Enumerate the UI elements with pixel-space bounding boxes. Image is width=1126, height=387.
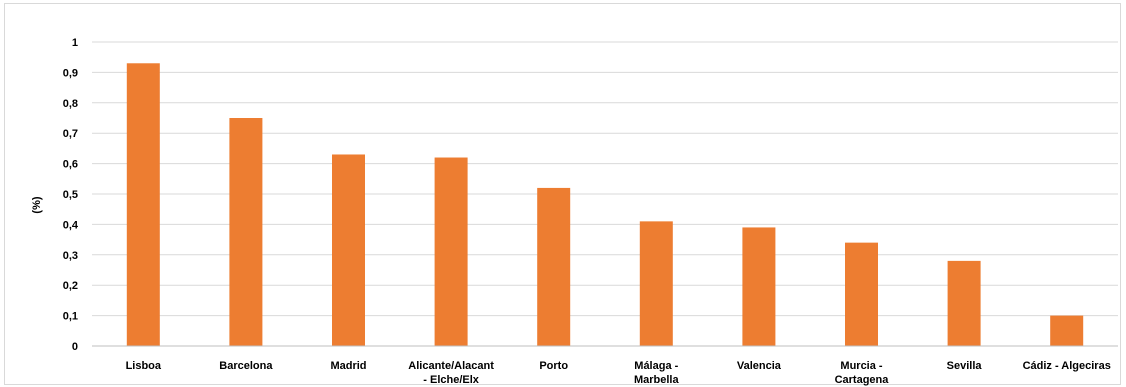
bar [126, 63, 160, 346]
y-axis-tick-labels: 0 0,1 0,2 0,3 0,4 0,5 0,6 0,7 0,8 0,9 1 [63, 37, 79, 353]
y-tick-label: 0,2 [63, 280, 78, 292]
bar [639, 221, 673, 346]
gridlines [92, 41, 1118, 317]
y-tick-label: 0,9 [63, 67, 78, 79]
bar [1050, 315, 1084, 346]
y-tick-label: 0,7 [63, 128, 78, 140]
x-category-label: Sevilla [947, 360, 983, 372]
bar [434, 157, 468, 346]
x-category-label: Madrid [330, 360, 366, 372]
x-category-label: Málaga -Marbella [634, 360, 680, 386]
x-category-label: Porto [539, 360, 568, 372]
y-axis-title: (%) [31, 196, 43, 213]
bar [537, 187, 571, 346]
bar [947, 260, 981, 346]
y-tick-label: 0,4 [63, 219, 79, 231]
bar [742, 227, 776, 346]
y-tick-label: 1 [72, 37, 78, 49]
bars [126, 63, 1084, 346]
bar [845, 242, 878, 346]
y-tick-label: 0,8 [63, 98, 78, 110]
y-tick-label: 0 [72, 341, 78, 353]
bar [229, 118, 263, 346]
x-category-label: Valencia [737, 360, 782, 372]
x-category-label: Murcia -Cartagena [835, 360, 890, 386]
x-category-label: Lisboa [126, 360, 162, 372]
x-axis-category-labels: Lisboa Barcelona Madrid Alicante/Alacant - E… [126, 360, 1111, 386]
y-tick-label: 0,3 [63, 250, 78, 262]
bar [332, 154, 365, 346]
y-tick-label: 0,5 [63, 189, 78, 201]
y-tick-label: 0,1 [63, 311, 78, 323]
y-tick-label: 0,6 [63, 159, 78, 171]
x-category-label: Cádiz - Algeciras [1023, 360, 1111, 372]
x-category-label: Alicante/Alacant - Elche/Elx [408, 360, 494, 386]
x-category-label: Barcelona [219, 360, 273, 372]
